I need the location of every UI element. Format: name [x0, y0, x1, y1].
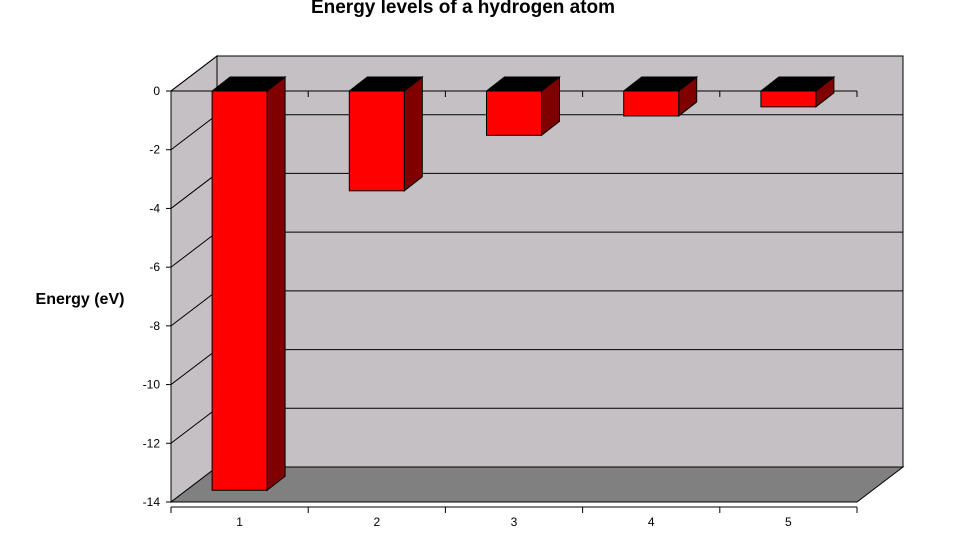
y-tick-label: 0: [153, 84, 160, 98]
bar-top: [759, 76, 836, 92]
bar-side: [403, 75, 423, 192]
side-wall: [170, 54, 218, 504]
floor: [169, 466, 905, 503]
bar: [485, 75, 561, 137]
bar-side: [266, 75, 286, 492]
chart-title: Energy levels of a hydrogen atom: [311, 0, 615, 18]
bar-top: [347, 76, 424, 92]
bar-front: [623, 90, 680, 117]
bar: [759, 75, 836, 108]
y-tick-label: -6: [149, 260, 160, 274]
bar-front: [486, 90, 542, 136]
x-tick-label: 4: [648, 515, 655, 529]
x-tick-label: 5: [785, 515, 792, 529]
y-tick-label: -10: [143, 378, 161, 392]
bar-top: [210, 76, 287, 92]
y-tick-label: -12: [143, 436, 161, 450]
bar-top: [485, 76, 561, 92]
bar-front: [348, 90, 405, 192]
y-tick-label: -4: [149, 201, 160, 215]
back-wall: [216, 55, 904, 468]
gridline: [170, 55, 903, 92]
bar-front: [760, 90, 817, 108]
bar-top: [622, 76, 699, 92]
y-tick-label: -2: [149, 143, 160, 157]
bar-front: [211, 90, 268, 491]
bar: [347, 75, 424, 192]
x-tick-label: 3: [511, 515, 518, 529]
y-tick-label: -8: [149, 319, 160, 333]
x-tick-label: 1: [236, 515, 243, 529]
x-tick-label: 2: [373, 515, 380, 529]
bar: [622, 75, 699, 117]
bar: [210, 75, 287, 492]
y-axis-label: Energy (eV): [36, 291, 125, 308]
y-tick-label: -14: [143, 495, 161, 509]
